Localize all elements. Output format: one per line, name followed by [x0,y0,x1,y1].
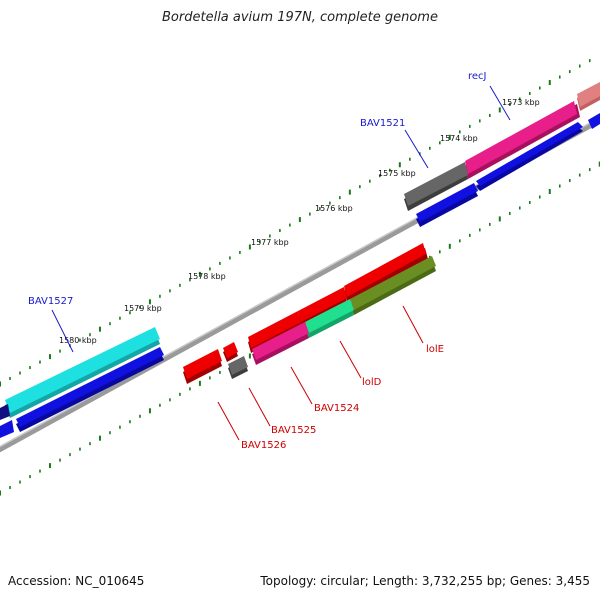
gene-block-red-e[interactable] [183,349,222,384]
gene-block-olive-lole[interactable] [350,256,436,315]
gene-block-red-a[interactable] [344,243,428,302]
gene-block-blue-lower[interactable] [16,347,164,432]
gene-block-gray-bav1525[interactable] [228,356,248,379]
gene-label-lole[interactable]: lolE [426,344,444,355]
tick-label-1573: 1573 kbp [502,98,540,107]
gene-block-red-d[interactable] [223,342,238,362]
accession-label: Accession: NC_010645 [8,574,145,588]
tick-label-1576: 1576 kbp [315,204,353,213]
gene-block-teal-lold[interactable] [305,299,354,338]
gene-block-blue-right-edge[interactable] [588,113,600,129]
tick-label-1579: 1579 kbp [124,304,162,313]
tick-label-1574: 1574 kbp [440,134,478,143]
gene-block-salmon[interactable] [577,82,600,111]
gene-label-bav1524[interactable]: BAV1524 [314,403,359,414]
reverse-genes [183,243,436,384]
map-title: Bordetella avium 197N, complete genome [162,10,438,25]
gene-label-lold[interactable]: lolD [362,377,382,388]
gene-block-magenta-recj[interactable] [465,101,580,179]
gene-block-blue-upper-right[interactable] [476,122,583,191]
gene-block-cyan-bav1527[interactable] [5,327,160,418]
tick-labels: 1573 kbp 1574 kbp 1575 kbp 1576 kbp 1577… [59,98,540,345]
tick-label-1575: 1575 kbp [378,169,416,178]
gene-label-recj[interactable]: recJ [468,71,487,82]
gene-label-bav1525[interactable]: BAV1525 [271,425,316,436]
gene-block-blue-mid[interactable] [416,183,478,227]
gene-block-magenta-bav1524[interactable] [252,322,309,365]
tick-label-1577: 1577 kbp [251,238,289,247]
gene-label-bav1526[interactable]: BAV1526 [241,440,286,451]
genome-summary: Topology: circular; Length: 3,732,255 bp… [260,574,590,588]
forward-genes [0,82,600,438]
gene-block-gray-bav1521[interactable] [404,162,468,211]
gene-label-bav1521[interactable]: BAV1521 [360,118,405,129]
tick-ring-outer [0,59,591,387]
tick-label-1580: 1580 kbp [59,336,97,345]
gene-block-red-b[interactable] [298,287,347,327]
gene-block-navy-left[interactable] [0,404,14,438]
gene-block-red-c[interactable] [248,311,301,353]
tick-label-1578: 1578 kbp [188,272,226,281]
label-leader-lines [51,85,511,441]
gene-labels: recJ BAV1521 BAV1527 lolE lolD BAV1524 B… [28,71,487,451]
gene-label-bav1527[interactable]: BAV1527 [28,296,73,307]
